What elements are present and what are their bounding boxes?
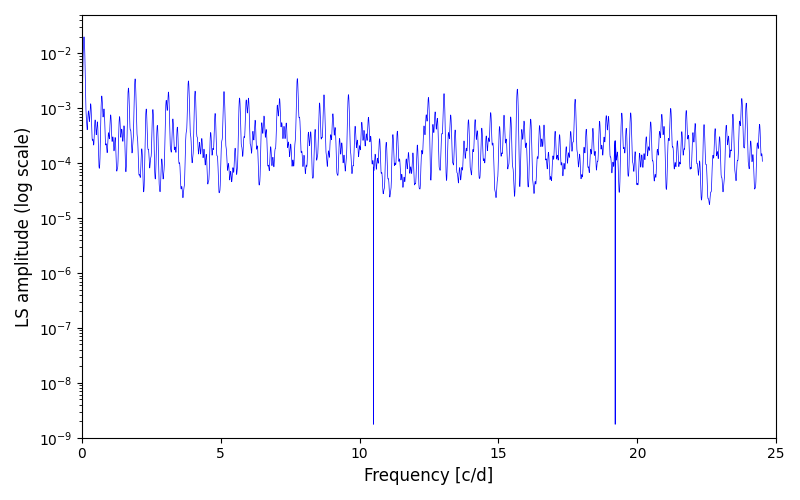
Y-axis label: LS amplitude (log scale): LS amplitude (log scale) [15,126,33,326]
X-axis label: Frequency [c/d]: Frequency [c/d] [364,467,494,485]
